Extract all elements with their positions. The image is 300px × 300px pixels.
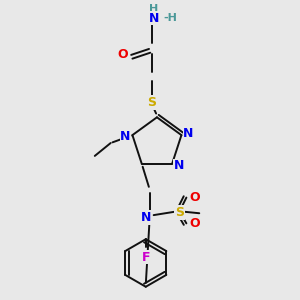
Text: O: O (189, 191, 200, 204)
Text: S: S (175, 206, 184, 219)
Text: H: H (149, 4, 159, 14)
Text: N: N (120, 130, 131, 142)
Text: F: F (142, 250, 150, 263)
Text: -H: -H (164, 13, 178, 23)
Text: O: O (117, 48, 128, 62)
Text: N: N (183, 127, 194, 140)
Text: N: N (174, 159, 184, 172)
Text: S: S (148, 96, 157, 109)
Text: N: N (141, 211, 151, 224)
Text: N: N (149, 12, 159, 25)
Text: O: O (189, 217, 200, 230)
